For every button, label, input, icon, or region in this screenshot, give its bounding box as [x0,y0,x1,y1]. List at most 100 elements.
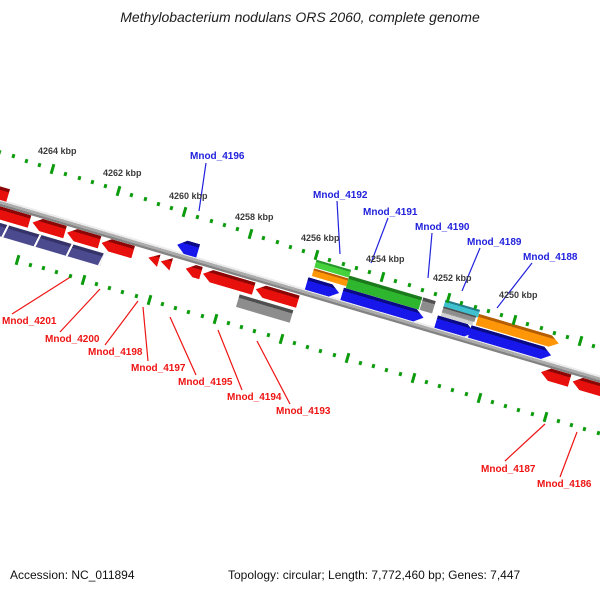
leader-line-Mnod_4192 [336,200,341,255]
ruler-dot [173,305,178,310]
ruler-dot [252,328,257,333]
ruler-dot [459,300,464,305]
ruler-dot [332,352,336,357]
ruler-dot [354,265,358,270]
ruler-dot [94,281,98,286]
gene-label-Mnod_4190[interactable]: Mnod_4190 [415,222,470,233]
gene-red-tiny-2[interactable] [159,255,173,271]
ruler-dot [134,293,138,298]
leader-line-Mnod_4186 [559,431,578,478]
ruler-dot [464,391,468,396]
ruler-dot [305,344,310,349]
ruler-dot [420,287,424,292]
ruler-dot [473,304,477,309]
ruler-dot [424,379,428,384]
ruler-dot [327,257,332,262]
ruler-tick [115,185,122,196]
ruler-dot [288,244,292,249]
ruler-dot [28,262,32,267]
leader-line-Mnod_4189 [461,247,481,292]
gene-label-Mnod_4189[interactable]: Mnod_4189 [467,237,522,248]
gene-label-Mnod_4191[interactable]: Mnod_4191 [363,207,418,218]
ruler-dot [24,158,28,163]
ruler-dot [68,274,72,279]
ruler-dot [239,324,244,330]
ruler-dot [186,309,191,314]
ruler-dot [222,222,226,227]
ruler-tick [410,372,416,384]
ruler-dot [90,179,94,184]
ruler-dot [486,308,490,313]
ruler-dot [556,419,560,424]
ruler-dot [591,343,596,348]
ruler-dot [226,321,230,326]
gene-label-Mnod_4196[interactable]: Mnod_4196 [190,151,245,162]
ruler-dot [41,266,46,271]
gene-red-tiny-1[interactable] [146,251,160,267]
gene-topleft-red[interactable] [0,182,10,202]
leader-line-Mnod_4201 [11,275,73,315]
ruler-tick [181,206,188,218]
ruler-dot [301,248,305,253]
ruler-dot [503,403,508,408]
ruler-dot [103,184,107,189]
ruler-tick [146,294,152,305]
ruler-dot [565,334,569,339]
ruler-dot [569,422,574,428]
leader-line-Mnod_4188 [496,262,533,309]
topology-stats-text: Topology: circular; Length: 7,772,460 bp… [228,568,521,582]
accession-text: Accession: NC_011894 [10,568,135,582]
gene-label-Mnod_4193[interactable]: Mnod_4193 [276,406,331,417]
kbp-label-4250: 4250 kbp [499,290,538,300]
kbp-label-4256: 4256 kbp [301,233,340,243]
ruler-dot [552,330,556,335]
ruler-tick [278,333,284,345]
gene-label-Mnod_4198[interactable]: Mnod_4198 [88,347,143,358]
gene-label-Mnod_4192[interactable]: Mnod_4192 [313,190,368,201]
ruler-dot [539,326,543,331]
ruler-dot [292,340,296,345]
gene-label-Mnod_4186[interactable]: Mnod_4186 [537,479,592,490]
ruler-tick [379,271,386,282]
ruler-dot [516,407,521,412]
kbp-label-4252: 4252 kbp [433,273,472,283]
ruler-dot [63,171,68,176]
ruler-dot [341,261,345,266]
kbp-label-4262: 4262 kbp [103,168,142,178]
gene-label-Mnod_4187[interactable]: Mnod_4187 [481,464,536,475]
gene-label-Mnod_4195[interactable]: Mnod_4195 [178,377,233,388]
gene-label-Mnod_4188[interactable]: Mnod_4188 [523,252,578,263]
leader-line-Mnod_4198 [104,300,139,346]
ruler-dot [275,240,279,245]
ruler-tick [344,353,350,364]
ruler-tick [14,255,20,266]
leader-line-Mnod_4196 [198,162,207,212]
ruler-tick [212,313,218,325]
gene-gray-cap[interactable] [419,297,436,314]
leader-line-Mnod_4187 [504,423,546,462]
ruler-dot [490,399,494,404]
ruler-dot [596,430,600,435]
ruler-tick [511,314,518,325]
ruler-dot [129,192,134,197]
leader-line-Mnod_4200 [59,288,101,333]
leader-line-Mnod_4190 [427,232,433,279]
gene-label-Mnod_4200[interactable]: Mnod_4200 [45,334,100,345]
gene-label-Mnod_4201[interactable]: Mnod_4201 [2,316,57,327]
ruler-dot [160,301,164,306]
ruler-dot [107,285,112,290]
ruler-dot [11,154,15,159]
ruler-dot [433,291,437,296]
ruler-dot [398,372,402,377]
gene-label-Mnod_4194[interactable]: Mnod_4194 [227,392,282,403]
kbp-label-4260: 4260 kbp [169,191,208,201]
leader-line-Mnod_4197 [142,306,149,362]
gene-label-Mnod_4197[interactable]: Mnod_4197 [131,363,186,374]
ruler-dot [367,270,371,275]
ruler-dot [499,313,503,318]
ruler-dot [54,270,59,275]
ruler-dot [437,383,442,388]
ruler-dot [77,175,81,180]
